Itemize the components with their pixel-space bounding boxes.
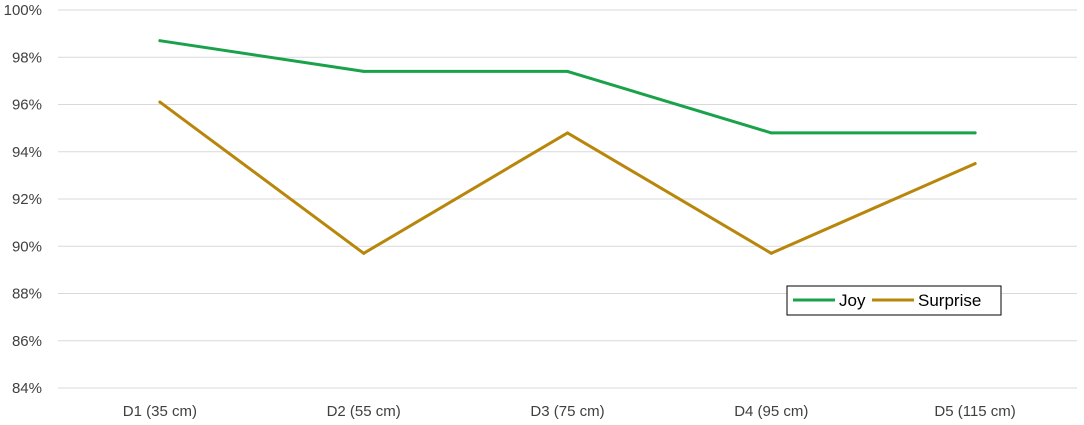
- data-point-surprise: [973, 162, 977, 166]
- x-tick-label: D4 (95 cm): [734, 403, 808, 420]
- y-tick-label: 98%: [12, 49, 42, 66]
- y-tick-label: 84%: [12, 380, 42, 397]
- y-tick-label: 94%: [12, 144, 42, 161]
- y-tick-label: 88%: [12, 286, 42, 303]
- x-tick-label: D3 (75 cm): [530, 403, 604, 420]
- series-lines: [158, 39, 977, 255]
- y-tick-label: 100%: [4, 2, 42, 19]
- data-point-surprise: [566, 131, 569, 135]
- data-point-joy: [566, 69, 569, 73]
- y-tick-label: 92%: [12, 191, 42, 208]
- data-point-joy: [362, 69, 366, 73]
- legend-label-surprise: Surprise: [918, 291, 981, 310]
- data-point-joy: [973, 131, 977, 135]
- y-tick-label: 90%: [12, 238, 42, 255]
- data-point-surprise: [769, 251, 773, 255]
- y-tick-label: 86%: [12, 333, 42, 350]
- x-tick-label: D2 (55 cm): [327, 403, 401, 420]
- legend: Joy Surprise: [786, 285, 1002, 316]
- legend-label-joy: Joy: [839, 291, 866, 310]
- y-axis-tick-labels: 84% 86% 88% 90% 92% 94% 96% 98% 100%: [4, 2, 42, 397]
- data-point-joy: [769, 131, 773, 135]
- x-tick-label: D5 (115 cm): [934, 403, 1015, 420]
- x-axis-tick-labels: D1 (35 cm) D2 (55 cm) D3 (75 cm) D4 (95 cm)…: [123, 403, 1016, 420]
- y-tick-label: 96%: [12, 97, 42, 114]
- data-point-joy: [158, 39, 162, 43]
- x-tick-label: D1 (35 cm): [123, 403, 197, 420]
- data-point-surprise: [362, 251, 366, 255]
- data-point-surprise: [158, 100, 162, 104]
